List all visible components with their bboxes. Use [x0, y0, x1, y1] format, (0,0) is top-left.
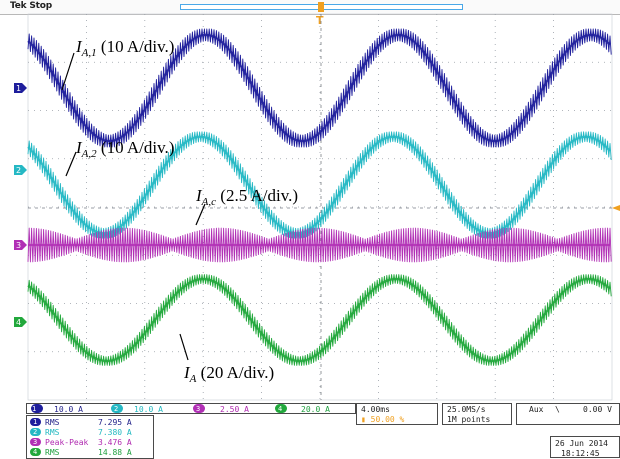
m2-ch: 2 [33, 428, 38, 436]
m2-type: RMS [45, 428, 60, 437]
m4-value: 14.88 A [98, 448, 132, 457]
ch2-trace-core [27, 135, 611, 235]
m1-ch: 1 [33, 418, 38, 426]
ch2-trace [27, 131, 612, 239]
m4-type: RMS [45, 448, 60, 457]
annotation-leaders [61, 52, 206, 361]
ch1-trace [27, 28, 612, 148]
ch3-chip [193, 404, 205, 413]
ch1-chip [31, 404, 43, 413]
m3-ch: 3 [33, 438, 38, 446]
annotation-leader-line [195, 203, 206, 226]
traces [27, 28, 612, 366]
annotation-leader-line [65, 151, 77, 177]
m2-value: 7.380 A [98, 428, 132, 437]
m3-value: 3.476 A [98, 438, 132, 447]
trigger-source: Aux [529, 405, 544, 414]
label-ia2: IA,2 (10 A/div.) [76, 138, 175, 160]
ch2-chip [111, 404, 123, 413]
ch2-marker-label: 2 [16, 166, 21, 175]
ch3-trace [27, 227, 612, 263]
trigger-slope-icon: \ [555, 405, 560, 414]
trigger-box[interactable]: Aux \ 0.00 V [516, 403, 620, 425]
ch1-scale[interactable]: 10.0 A [54, 405, 83, 414]
label-iac: IA,c (2.5 A/div.) [196, 186, 299, 208]
ch3-ground-marker [14, 240, 27, 250]
record-view-window[interactable] [318, 2, 324, 12]
ch4-marker-label: 4 [16, 318, 21, 327]
m3-type: Peak-Peak [45, 438, 89, 447]
m1-chip [30, 418, 41, 426]
datetime-box: 26 Jun 2014 18:12:45 [550, 436, 620, 458]
m2-chip [30, 428, 41, 436]
measurements-box[interactable]: 1 RMS 7.295 A 2 RMS 7.380 A 3 Peak-Peak … [26, 415, 154, 459]
acquisition-box[interactable]: 25.0MS/s 1M points [442, 403, 512, 425]
ch1-trace-core [27, 33, 611, 143]
channel-markers: 1 2 3 4 [14, 83, 620, 327]
ch3-num: 3 [196, 405, 201, 413]
label-ia: IA (20 A/div.) [184, 363, 275, 385]
trigger-level-marker [612, 205, 620, 211]
ch2-ground-marker [14, 165, 27, 175]
ch2-scale[interactable]: 10.0 A [134, 405, 163, 414]
ch1-ground-marker [14, 83, 27, 93]
m3-chip [30, 438, 41, 446]
ch3-marker-label: 3 [16, 241, 21, 250]
trigger-level: 0.00 V [583, 405, 612, 414]
date-readout: 26 Jun 2014 [555, 439, 608, 448]
ch4-ground-marker [14, 317, 27, 327]
ch2-num: 2 [114, 405, 119, 413]
acquisition-status: Tek Stop [10, 1, 52, 11]
ch4-chip [275, 404, 287, 413]
m1-type: RMS [45, 418, 60, 427]
label-ia1: IA,1 (10 A/div.) [76, 37, 175, 59]
m1-value: 7.295 A [98, 418, 132, 427]
m4-ch: 4 [33, 448, 38, 456]
trigger-position: ▮ 50.00 % [361, 415, 405, 424]
sample-rate: 25.0MS/s [447, 405, 486, 414]
annotation-leader-line [179, 333, 189, 361]
time-per-div: 4.00ms [361, 405, 390, 414]
record-length: 1M points [447, 415, 491, 424]
status-bar: Tek Stop [0, 0, 620, 15]
m4-chip [30, 448, 41, 456]
ch1-marker-label: 1 [16, 84, 21, 93]
readout-panel: 1 10.0 A 2 10.0 A 3 2.50 A 4 20.0 A 4.00… [26, 403, 620, 459]
annotation-leader-line [61, 52, 75, 91]
channel-scale-row[interactable]: 1 10.0 A 2 10.0 A 3 2.50 A 4 20.0 A [26, 403, 356, 414]
time-readout: 18:12:45 [561, 449, 600, 458]
ch3-scale[interactable]: 2.50 A [220, 405, 249, 414]
ch4-trace-core [27, 277, 611, 363]
ch4-trace [27, 274, 612, 366]
ch4-scale[interactable]: 20.0 A [301, 405, 330, 414]
ch1-num: 1 [32, 405, 37, 413]
horizontal-box[interactable]: 4.00ms ▮ 50.00 % [356, 403, 438, 425]
ch4-num: 4 [278, 405, 283, 413]
